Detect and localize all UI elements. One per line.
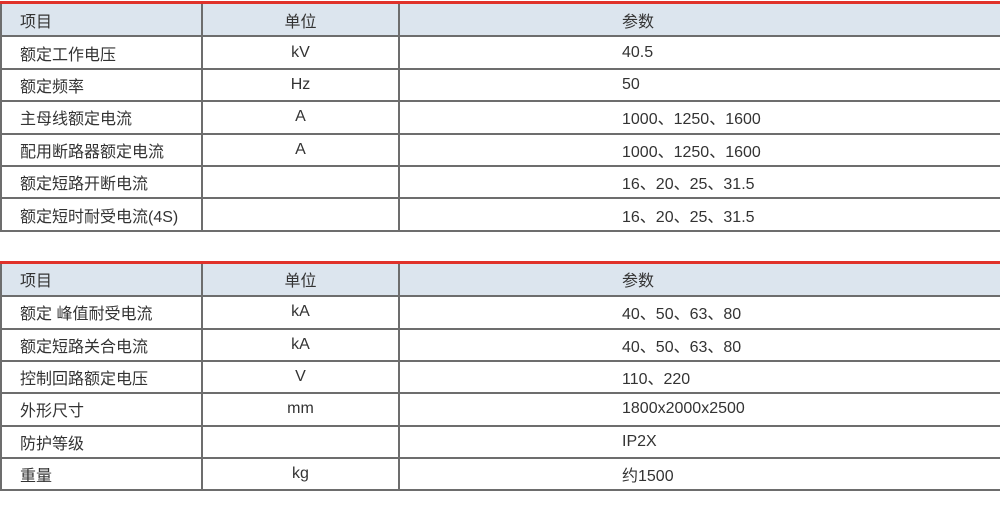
unit-cell: [201, 424, 400, 460]
header-row: 项目 单位 参数: [0, 263, 1000, 298]
unit-cell: A: [201, 132, 400, 167]
item-cell: 主母线额定电流: [0, 100, 203, 135]
unit-cell: kg: [201, 457, 400, 492]
header-row: 项目 单位 参数: [0, 4, 1000, 38]
param-cell: 1800x2000x2500: [398, 392, 1000, 427]
table-row: 外形尺寸 mm 1800x2000x2500: [0, 392, 1000, 427]
header-unit: 单位: [201, 4, 400, 38]
table-row: 配用断路器额定电流 A 1000、1250、1600: [0, 132, 1000, 167]
unit-cell: kA: [201, 327, 400, 362]
spec-table-secondary: 项目 单位 参数 额定 峰值耐受电流 kA 40、50、63、80 额定短路关合…: [0, 260, 1000, 492]
item-cell: 重量: [0, 457, 203, 492]
unit-cell: V: [201, 359, 400, 395]
table-row: 主母线额定电流 A 1000、1250、1600: [0, 100, 1000, 135]
header-item: 项目: [0, 263, 203, 298]
table-row: 额定工作电压 kV 40.5: [0, 35, 1000, 70]
table-row: 额定短时耐受电流(4S) 16、20、25、31.5: [0, 197, 1000, 232]
table-row: 额定短路开断电流 16、20、25、31.5: [0, 164, 1000, 200]
unit-cell: A: [201, 100, 400, 135]
spec-table-primary: 项目 单位 参数 额定工作电压 kV 40.5 额定频率 Hz 50 主母线额定…: [0, 1, 1000, 232]
item-cell: 额定 峰值耐受电流: [0, 295, 203, 330]
item-cell: 配用断路器额定电流: [0, 132, 203, 167]
header-param: 参数: [398, 263, 1000, 298]
spec-table-secondary-grid: 项目 单位 参数 额定 峰值耐受电流 kA 40、50、63、80 额定短路关合…: [0, 263, 1000, 492]
param-cell: 40、50、63、80: [398, 295, 1000, 330]
unit-cell: kA: [201, 295, 400, 330]
unit-cell: kV: [201, 35, 400, 70]
table-row: 额定频率 Hz 50: [0, 67, 1000, 103]
header-unit: 单位: [201, 263, 400, 298]
unit-cell: [201, 164, 400, 200]
header-param: 参数: [398, 4, 1000, 38]
item-cell: 控制回路额定电压: [0, 359, 203, 395]
param-cell: 40.5: [398, 35, 1000, 70]
unit-cell: mm: [201, 392, 400, 427]
item-cell: 额定短路开断电流: [0, 164, 203, 200]
param-cell: 1000、1250、1600: [398, 132, 1000, 167]
param-cell: 1000、1250、1600: [398, 100, 1000, 135]
item-cell: 外形尺寸: [0, 392, 203, 427]
table-row: 控制回路额定电压 V 110、220: [0, 359, 1000, 395]
param-cell: 40、50、63、80: [398, 327, 1000, 362]
unit-cell: [201, 197, 400, 232]
param-cell: IP2X: [398, 424, 1000, 460]
item-cell: 额定频率: [0, 67, 203, 103]
item-cell: 额定短路关合电流: [0, 327, 203, 362]
spec-table-primary-grid: 项目 单位 参数 额定工作电压 kV 40.5 额定频率 Hz 50 主母线额定…: [0, 4, 1000, 232]
header-item: 项目: [0, 4, 203, 38]
item-cell: 防护等级: [0, 424, 203, 460]
item-cell: 额定工作电压: [0, 35, 203, 70]
table-row: 额定短路关合电流 kA 40、50、63、80: [0, 327, 1000, 362]
param-cell: 16、20、25、31.5: [398, 197, 1000, 232]
param-cell: 16、20、25、31.5: [398, 164, 1000, 200]
table-row: 重量 kg 约1500: [0, 457, 1000, 492]
param-cell: 50: [398, 67, 1000, 103]
param-cell: 约1500: [398, 457, 1000, 492]
unit-cell: Hz: [201, 67, 400, 103]
table-row: 额定 峰值耐受电流 kA 40、50、63、80: [0, 295, 1000, 330]
item-cell: 额定短时耐受电流(4S): [0, 197, 203, 232]
param-cell: 110、220: [398, 359, 1000, 395]
table-row: 防护等级 IP2X: [0, 424, 1000, 460]
